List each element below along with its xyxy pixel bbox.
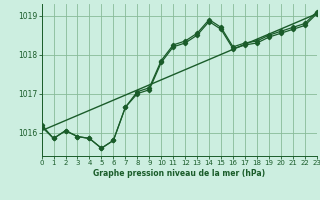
X-axis label: Graphe pression niveau de la mer (hPa): Graphe pression niveau de la mer (hPa) [93,169,265,178]
